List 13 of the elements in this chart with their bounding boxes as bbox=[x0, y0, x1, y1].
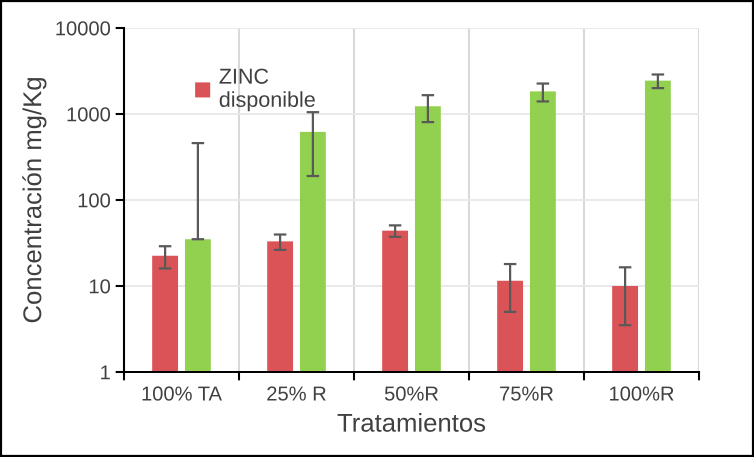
x-tick-label: 25% R bbox=[267, 386, 326, 401]
x-tick-label: 50%R bbox=[384, 386, 438, 401]
x-tick-label: 100% TA bbox=[142, 386, 222, 401]
y-tick-label: 1 bbox=[101, 365, 110, 380]
x-tick-label: 75%R bbox=[500, 386, 553, 401]
y-tick-label: 10 bbox=[90, 279, 110, 294]
y-axis-title: Concentración mg/Kg bbox=[22, 78, 46, 322]
y-tick-label: 100 bbox=[78, 193, 110, 208]
x-axis-title: Tratamientos bbox=[338, 412, 486, 432]
y-tick-label: 1000 bbox=[68, 107, 110, 122]
x-tick-label: 100%R bbox=[610, 386, 674, 401]
legend-label: ZINC disponible bbox=[219, 68, 315, 112]
y-tick-label: 10000 bbox=[56, 21, 110, 36]
